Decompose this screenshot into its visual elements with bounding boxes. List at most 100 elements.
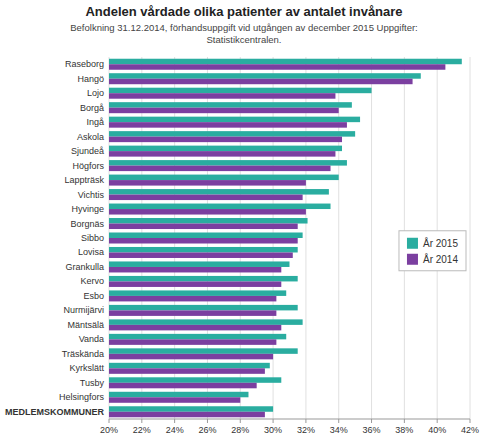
bar <box>109 73 421 79</box>
category-label: Borgå <box>80 103 104 113</box>
bar <box>109 290 286 296</box>
bar <box>109 166 331 172</box>
bar <box>109 383 257 389</box>
tick-label: 38% <box>395 425 413 435</box>
category-label: Högfors <box>72 161 104 171</box>
bar <box>109 175 339 181</box>
bar <box>109 296 276 302</box>
bar <box>109 117 360 123</box>
bar <box>109 195 303 201</box>
category-label: MEDLEMSKOMMUNER <box>5 407 104 417</box>
tick-mark <box>174 419 175 423</box>
tick-label: 40% <box>428 425 446 435</box>
tick-mark <box>371 419 372 423</box>
tick-mark <box>470 419 471 423</box>
bar <box>109 204 331 210</box>
bar <box>109 151 335 157</box>
bar <box>109 108 339 114</box>
bar <box>109 64 445 70</box>
tick-mark <box>141 419 142 423</box>
grid-line <box>470 57 471 419</box>
tick-label: 34% <box>330 425 348 435</box>
bar <box>109 368 265 374</box>
category-label: Mäntsälä <box>67 320 104 330</box>
chart: Andelen vårdade olika patienter av antal… <box>0 0 488 441</box>
bar <box>109 310 276 316</box>
bar <box>109 334 286 340</box>
category-label: Helsingfors <box>59 392 105 402</box>
bar <box>109 180 306 186</box>
bar <box>109 79 413 85</box>
tick-mark <box>207 419 208 423</box>
category-label: Lojo <box>87 88 104 98</box>
category-label: Grankulla <box>65 262 104 272</box>
bar <box>109 325 281 331</box>
bar <box>109 224 298 230</box>
bar <box>109 59 462 65</box>
bar <box>109 348 298 354</box>
category-label: Lovisa <box>78 247 104 257</box>
bar <box>109 238 298 244</box>
bar <box>109 397 240 403</box>
subtitle: Befolkning 31.12.2014, förhandsuppgift v… <box>70 22 418 45</box>
bar <box>109 412 265 418</box>
tick-label: 26% <box>198 425 216 435</box>
tick-label: 36% <box>363 425 381 435</box>
category-label: Hyvinge <box>71 204 104 214</box>
bar <box>109 261 290 267</box>
x-axis: 20%22%24%26%28%30%32%34%36%38%40%42% <box>100 419 479 435</box>
category-label: Esbo <box>83 291 104 301</box>
legend: År 2015 År 2014 <box>399 231 466 271</box>
bar <box>109 131 355 137</box>
category-label: Sjundeå <box>71 146 104 156</box>
bar <box>109 247 298 253</box>
bar <box>109 339 276 345</box>
subtitle-line: Statistikcentralen. <box>207 34 282 45</box>
bar <box>109 218 308 224</box>
bar <box>109 189 329 195</box>
bar <box>109 252 293 258</box>
tick-label: 28% <box>231 425 249 435</box>
category-label: Borgnäs <box>70 219 104 229</box>
legend-label: År 2014 <box>423 253 458 265</box>
category-label: Vichtis <box>78 190 105 200</box>
tick-mark <box>109 419 110 423</box>
bar <box>109 122 347 128</box>
bar <box>109 305 298 311</box>
tick-label: 22% <box>133 425 151 435</box>
category-label: Raseborg <box>65 59 104 69</box>
bar <box>109 93 335 99</box>
grid <box>109 57 470 419</box>
bar <box>109 392 248 398</box>
title: Andelen vårdade olika patienter av antal… <box>85 4 402 19</box>
bar <box>109 267 281 273</box>
legend-swatch <box>407 238 418 249</box>
bar <box>109 363 270 369</box>
bar <box>109 406 273 412</box>
y-axis: Raseborg Hangö Lojo Borgå Ingå Askola Sjundeå H… <box>5 59 104 417</box>
category-label: Ingå <box>86 117 104 127</box>
tick-mark <box>437 419 438 423</box>
x-axis-line <box>109 419 470 420</box>
category-label: Askola <box>77 132 104 142</box>
bars <box>109 59 462 418</box>
bar <box>109 276 298 282</box>
tick-label: 20% <box>100 425 118 435</box>
bar <box>109 232 303 238</box>
bar <box>109 377 281 383</box>
legend-box <box>399 231 466 271</box>
tick-label: 30% <box>264 425 282 435</box>
tick-mark <box>240 419 241 423</box>
subtitle-line: Befolkning 31.12.2014, förhandsuppgift v… <box>70 22 418 33</box>
category-label: Lappträsk <box>64 175 104 185</box>
bar <box>109 209 306 215</box>
tick-mark <box>273 419 274 423</box>
tick-label: 32% <box>297 425 315 435</box>
category-label: Hangö <box>77 74 104 84</box>
legend-swatch <box>407 254 418 265</box>
category-label: Kyrkslätt <box>69 363 104 373</box>
bar <box>109 102 352 108</box>
legend-label: År 2015 <box>423 237 458 249</box>
grid-line <box>371 57 372 419</box>
category-label: Kervo <box>80 276 104 286</box>
